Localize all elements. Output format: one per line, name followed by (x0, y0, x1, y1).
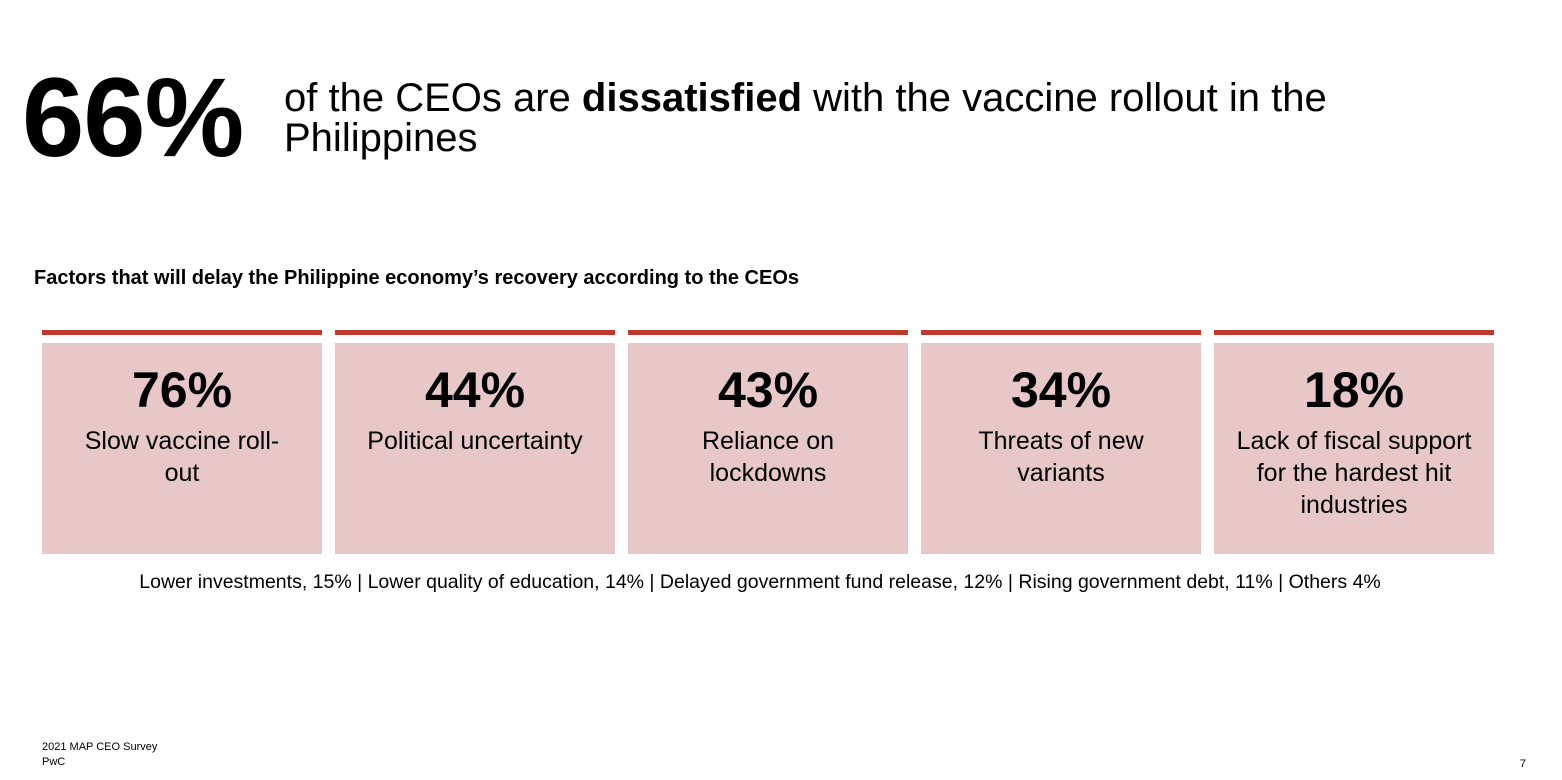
factor-label-line: Political uncertainty (367, 427, 583, 455)
factor-card: 76% Slow vaccine roll-out (42, 330, 322, 554)
factor-value: 18% (1303, 362, 1405, 418)
factor-card-accent-bar (1214, 330, 1494, 335)
headline-text-bold: dissatisfied (581, 76, 802, 120)
factor-label-line: Reliance on (701, 427, 835, 455)
factor-value: 43% (717, 362, 819, 418)
factor-card-accent-bar (335, 330, 615, 335)
footer: 2021 MAP CEO Survey PwC (42, 740, 157, 770)
footer-company: PwC (42, 756, 66, 768)
other-factors-text: Lower investments, 15% | Lower quality o… (139, 571, 1381, 593)
factor-label: Slow vaccine roll-out (51, 425, 313, 489)
headline-stat: 66% (22, 55, 244, 180)
headline: 66% of the CEOs are dissatisfied with th… (22, 62, 1522, 192)
factor-label-line: for the hardest hit (1256, 459, 1452, 487)
factor-card: 18% Lack of fiscal support for the hardest… (1214, 330, 1494, 554)
section-title: Factors that will delay the Philippine e… (34, 267, 800, 289)
factor-card-body: 18% Lack of fiscal support for the hardest… (1214, 343, 1494, 554)
factor-card-body: 44% Political uncertainty (335, 343, 615, 554)
factor-label-line: Slow vaccine roll- (84, 427, 280, 455)
factor-label: Political uncertainty (344, 425, 606, 457)
factor-label: Lack of fiscal support for the hardest hi… (1223, 425, 1485, 521)
headline-text-after: with the vaccine rollout in the Philippi… (284, 76, 1327, 160)
factor-cards: 76% Slow vaccine roll-out 44% Political unc… (42, 330, 1494, 554)
factor-label: Threats of new variants (930, 425, 1192, 489)
factor-label-line: out (164, 459, 200, 487)
factor-label-line: Threats of new (978, 427, 1144, 455)
factor-value: 76% (131, 362, 233, 418)
factor-card-accent-bar (42, 330, 322, 335)
factor-label-line: Lack of fiscal support (1236, 427, 1472, 455)
factor-label-line: lockdowns (709, 459, 827, 487)
factor-card-accent-bar (921, 330, 1201, 335)
headline-text-before: of the CEOs are (284, 76, 582, 120)
factor-card-body: 34% Threats of new variants (921, 343, 1201, 554)
factor-card-body: 43% Reliance on lockdowns (628, 343, 908, 554)
page-number: 7 (1519, 758, 1526, 770)
factor-card-body: 76% Slow vaccine roll-out (42, 343, 322, 554)
factor-label-line: industries (1300, 491, 1408, 519)
factor-card: 43% Reliance on lockdowns (628, 330, 908, 554)
factor-label-line: variants (1017, 459, 1105, 487)
factor-card: 44% Political uncertainty (335, 330, 615, 554)
headline-text: of the CEOs are dissatisfied with the va… (284, 78, 1484, 158)
footer-survey-name: 2021 MAP CEO Survey (42, 741, 158, 753)
factor-label: Reliance on lockdowns (637, 425, 899, 489)
factor-value: 34% (1010, 362, 1112, 418)
factor-card: 34% Threats of new variants (921, 330, 1201, 554)
factor-card-accent-bar (628, 330, 908, 335)
factor-value: 44% (424, 362, 526, 418)
